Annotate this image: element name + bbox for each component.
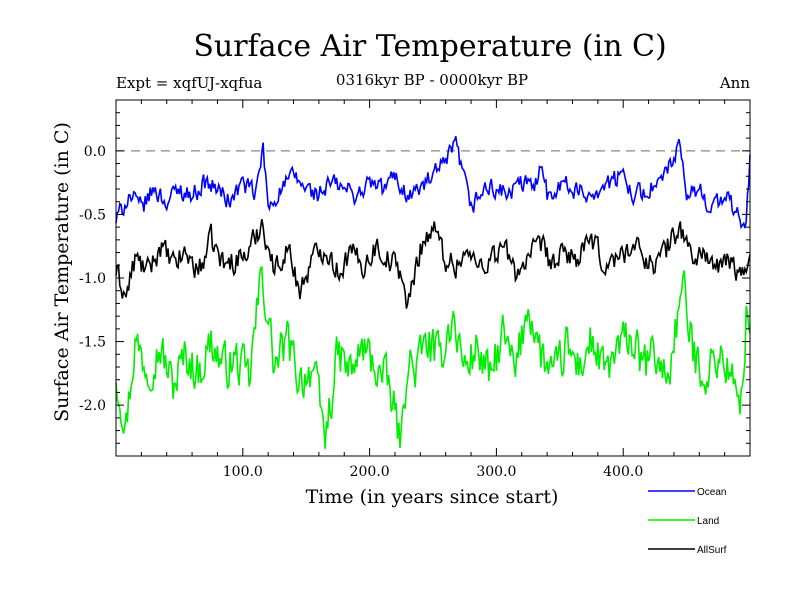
experiment-label: Expt = xqfUJ-xqfua [116, 74, 262, 92]
x-tick-label: 200.0 [350, 464, 390, 480]
y-tick-label: -1.5 [79, 335, 106, 351]
season-label: Ann [719, 74, 750, 92]
legend-label-land: Land [697, 516, 719, 527]
plot-frame [115, 99, 751, 457]
chart-title: Surface Air Temperature (in C) [193, 29, 666, 64]
time-range-label: 0316kyr BP - 0000kyr BP [336, 71, 528, 89]
series-line-land [115, 265, 751, 449]
plot-area: 100.0 200.0 300.0 400.0 0.0 -0.5 -1.0 -1.5 -2.0 [79, 99, 751, 480]
series-line-allsurf [115, 219, 751, 309]
x-tick-label: 400.0 [603, 464, 643, 480]
series-line-ocean [115, 135, 751, 230]
legend: Ocean Land AllSurf [648, 487, 727, 556]
x-axis-label: Time (in years since start) [306, 486, 559, 508]
x-tick-label: 100.0 [223, 464, 263, 480]
y-tick-label: -1.0 [79, 271, 106, 287]
y-tick-label: 0.0 [84, 144, 106, 160]
legend-label-allsurf: AllSurf [697, 545, 727, 556]
legend-label-ocean: Ocean [697, 487, 726, 498]
y-tick-label: -2.0 [79, 398, 106, 414]
y-axis-label: Surface Air Temperature (in C) [51, 122, 73, 422]
x-tick-label: 300.0 [476, 464, 516, 480]
y-tick-label: -0.5 [79, 207, 106, 223]
